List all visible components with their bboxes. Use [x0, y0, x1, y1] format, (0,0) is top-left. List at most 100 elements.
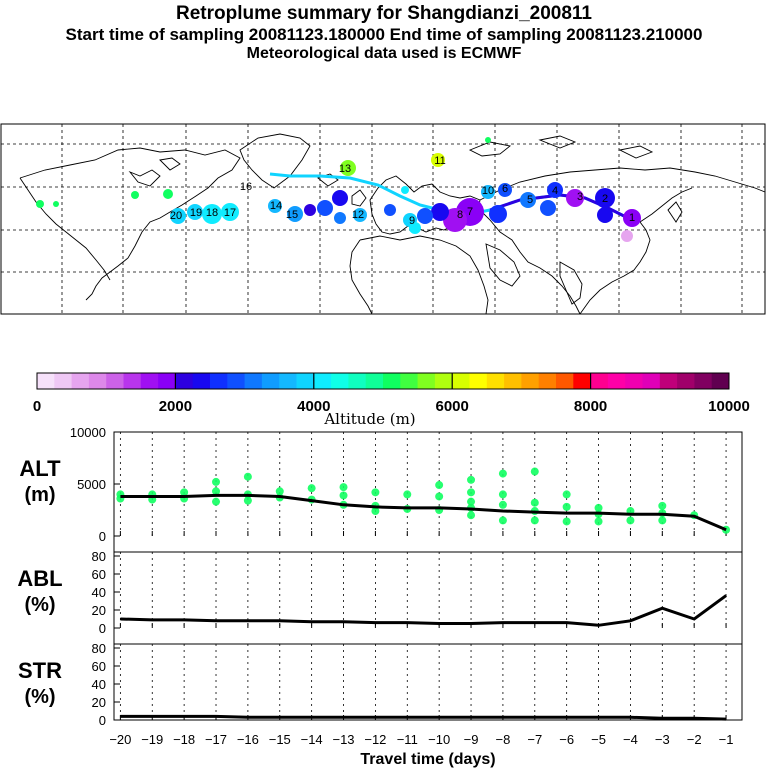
y-tick-label: 0: [99, 529, 106, 544]
altitude-point: [307, 484, 316, 493]
x-tick-label: −8: [495, 732, 510, 747]
colorbar-swatch: [192, 373, 211, 389]
colorbar-swatch: [521, 373, 540, 389]
map-day-label: 20: [170, 210, 182, 222]
map-day-label: 18: [206, 207, 218, 219]
plume-circle: [489, 205, 507, 223]
colorbar-swatch: [573, 373, 592, 389]
altitude-point: [212, 477, 221, 486]
altitude-point: [339, 483, 348, 492]
plume-circle: [170, 208, 186, 224]
altitude-point: [212, 497, 221, 506]
x-tick-label: −7: [527, 732, 542, 747]
x-tick-label: −6: [559, 732, 574, 747]
plume-circle: [595, 188, 615, 208]
map-day-label: 9: [409, 215, 415, 227]
y-axis-unit: (%): [24, 594, 55, 616]
altitude-point: [467, 488, 476, 497]
x-tick-label: −11: [397, 732, 418, 747]
map-day-label: 4: [552, 185, 558, 197]
plume-circle: [540, 200, 556, 216]
altitude-point: [339, 491, 348, 500]
plume-circle: [221, 203, 239, 221]
plume-circle: [417, 208, 433, 224]
plume-circle: [498, 183, 512, 197]
altitude-point: [530, 467, 539, 476]
altitude-point: [594, 503, 603, 512]
y-tick-label: 20: [92, 695, 106, 710]
y-tick-label: 40: [92, 585, 106, 600]
colorbar-swatch: [106, 373, 124, 389]
plume-circle: [287, 206, 303, 222]
colorbar-swatch: [244, 373, 263, 389]
x-tick-label: −13: [332, 732, 354, 747]
altitude-point: [498, 469, 507, 478]
x-tick-label: −15: [269, 732, 291, 747]
colorbar-swatch: [123, 373, 142, 389]
y-tick-label: 0: [99, 621, 106, 636]
colorbar-swatch: [417, 373, 436, 389]
colorbar-tick-label: 0: [33, 398, 41, 415]
colorbar-tick-label: 8000: [574, 398, 607, 415]
colorbar-swatch: [642, 373, 661, 389]
altitude-point: [403, 490, 412, 499]
altitude-point: [498, 490, 507, 499]
altitude-point: [371, 488, 380, 497]
colorbar-swatch: [677, 373, 695, 389]
plume-circle: [547, 182, 563, 198]
map-day-label: 2: [602, 193, 608, 205]
x-tick-label: −12: [364, 732, 386, 747]
colorbar-swatch: [469, 373, 488, 389]
colorbar-swatch: [296, 373, 315, 389]
y-tick-label: 80: [92, 549, 106, 564]
colorbar-swatch: [348, 373, 367, 389]
x-tick-label: −20: [109, 732, 131, 747]
map-day-label: 17: [224, 207, 236, 219]
altitude-point: [562, 502, 571, 511]
map-day-label: 19: [190, 207, 202, 219]
colorbar-swatch: [279, 373, 297, 389]
altitude-point: [243, 472, 252, 481]
plume-circle: [566, 189, 584, 207]
colorbar-swatch: [158, 373, 176, 389]
colorbar-swatch: [711, 373, 730, 389]
y-tick-label: 80: [92, 641, 106, 656]
met-data-line: Meteorological data used is ECMWF: [246, 45, 522, 62]
x-tick-label: −4: [623, 732, 638, 747]
x-tick-label: −19: [141, 732, 163, 747]
colorbar-swatch: [452, 373, 470, 389]
y-tick-label: 60: [92, 567, 106, 582]
colorbar-swatch: [659, 373, 678, 389]
y-axis-label: ABL: [17, 566, 62, 591]
map-day-label: 16: [240, 181, 252, 193]
y-tick-label: 10000: [70, 425, 106, 440]
time-series-panels: 0 5000 10000 ALT (m) 0 20 40 60 80 ABL (%) 0 20 40 60 80…: [17, 425, 743, 768]
colorbar-swatch: [607, 373, 626, 389]
chart-title: Retroplume summary for Shangdianzi_20081…: [175, 3, 593, 24]
map-graticule: [1, 124, 765, 314]
sampling-time-line: Start time of sampling 20081123.180000 E…: [65, 25, 703, 44]
y-tick-label: 20: [92, 603, 106, 618]
colorbar-swatch: [365, 373, 384, 389]
y-tick-label: 60: [92, 659, 106, 674]
plume-circle: [131, 191, 139, 199]
plume-circle: [340, 160, 356, 176]
altitude-point: [658, 516, 667, 525]
colorbar-swatch: [538, 373, 557, 389]
map-day-label: 10: [482, 185, 494, 197]
x-tick-label: −3: [655, 732, 670, 747]
colorbar-swatch: [331, 373, 349, 389]
plume-circle: [384, 204, 396, 216]
altitude-point: [371, 507, 380, 516]
map-day-label: 15: [286, 209, 298, 221]
x-tick-label: −5: [591, 732, 606, 747]
plume-circles: [36, 137, 641, 242]
plume-circle: [621, 230, 633, 242]
plume-circle: [36, 200, 44, 208]
plume-circle: [431, 203, 449, 221]
colorbar-swatch: [694, 373, 713, 389]
panels-frame: [113, 431, 743, 721]
altitude-point: [498, 500, 507, 509]
altitude-point: [243, 496, 252, 505]
x-tick-label: −14: [301, 732, 323, 747]
